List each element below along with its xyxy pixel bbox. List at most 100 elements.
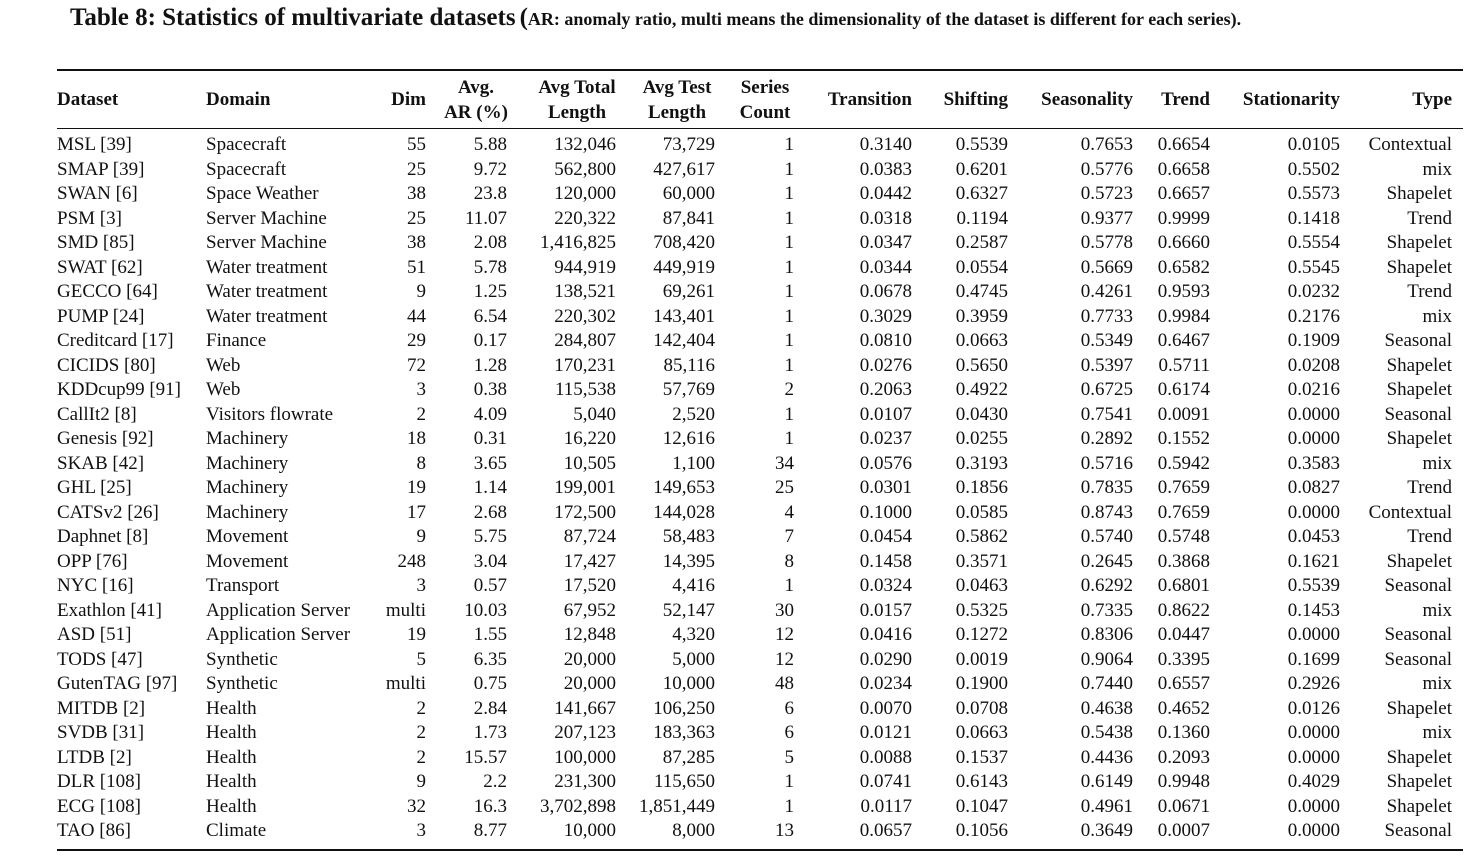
cell-transition: 0.2063: [859, 379, 912, 400]
cell-domain: Health: [206, 746, 257, 768]
cell-avg-total-length: 10,505: [563, 452, 616, 474]
cell-shifting: 0.3959: [955, 305, 1008, 327]
cell-avg-ar: 1.25: [473, 281, 507, 302]
cell-series-count: 5: [784, 746, 795, 768]
cell-avg-ar: 9.72: [473, 158, 507, 180]
cell-dim: 9: [416, 771, 427, 792]
cell-stationarity: 0.3583: [1287, 452, 1340, 474]
cell-avg-test-length: 115,650: [653, 771, 715, 792]
table-row: Genesis [92] Machinery 18 0.31 16,220 12,616 1…: [0, 427, 1478, 452]
cell-shifting: 0.5539: [955, 134, 1008, 155]
table-row: TODS [47] Synthetic 5 6.35 20,000 5,000 12 0.02…: [0, 648, 1478, 673]
cell-type: Seasonal: [1384, 403, 1452, 425]
cell-seasonality: 0.6725: [1080, 379, 1133, 400]
table-row: DLR [108] Health 9 2.2 231,300 115,650 1 0.0741…: [0, 770, 1478, 795]
cell-shifting: 0.0255: [955, 428, 1008, 449]
column-header-line: Transition: [827, 89, 912, 110]
cell-domain: Machinery: [206, 477, 289, 498]
cell-avg-ar: 2.2: [483, 771, 507, 792]
column-header-trend: Trend: [1161, 73, 1210, 126]
cell-domain: Visitors flowrate: [206, 403, 334, 425]
cell-dim: 19: [407, 477, 426, 498]
cell-trend: 0.4652: [1157, 697, 1210, 719]
cell-dim: 29: [407, 330, 426, 351]
cell-dataset: PUMP [24]: [57, 305, 145, 327]
cell-seasonality: 0.3649: [1080, 820, 1133, 841]
cell-avg-ar: 11.07: [464, 207, 507, 229]
cell-type: Shapelet: [1386, 256, 1452, 278]
cell-transition: 0.1458: [859, 550, 912, 572]
cell-dataset: NYC [16]: [57, 575, 134, 596]
table-caption: Table 8: Statistics of multivariate data…: [70, 3, 1241, 36]
cell-seasonality: 0.4638: [1080, 697, 1133, 719]
cell-dataset: PSM [3]: [57, 207, 122, 229]
cell-avg-ar: 5.88: [473, 134, 507, 155]
cell-type: Seasonal: [1384, 330, 1452, 351]
cell-shifting: 0.5325: [955, 599, 1008, 621]
cell-series-count: 25: [775, 477, 794, 498]
cell-shifting: 0.5862: [955, 526, 1008, 547]
cell-avg-total-length: 120,000: [554, 183, 616, 204]
cell-dim: 44: [407, 305, 426, 327]
column-header-shifting: Shifting: [944, 73, 1008, 126]
cell-seasonality: 0.8743: [1080, 501, 1133, 523]
cell-avg-test-length: 4,416: [672, 575, 715, 596]
column-header-line: Length: [647, 101, 707, 123]
cell-seasonality: 0.2892: [1080, 428, 1133, 449]
cell-avg-total-length: 67,952: [563, 599, 616, 621]
cell-avg-ar: 4.09: [473, 403, 507, 425]
cell-domain: Machinery: [206, 501, 289, 523]
cell-trend: 0.6467: [1157, 330, 1210, 351]
cell-seasonality: 0.9064: [1080, 648, 1133, 670]
cell-dim: 25: [407, 207, 426, 229]
table-row: PUMP [24] Water treatment 44 6.54 220,302 143…: [0, 305, 1478, 330]
cell-avg-ar: 0.17: [473, 330, 507, 351]
cell-transition: 0.0088: [859, 746, 912, 768]
cell-type: Trend: [1407, 477, 1452, 498]
table-body: MSL [39] Spacecraft 55 5.88 132,046 73,729 1 0.…: [0, 133, 1478, 844]
cell-dim: 5: [416, 648, 427, 670]
table-header-rule: [57, 128, 1463, 129]
column-header-avg-total-length: Avg Total Length: [517, 73, 637, 126]
cell-avg-total-length: 20,000: [563, 673, 616, 694]
table-row: SKAB [42] Machinery 8 3.65 10,505 1,100 34 0.05…: [0, 452, 1478, 477]
cell-seasonality: 0.5397: [1080, 354, 1133, 376]
cell-domain: Web: [206, 354, 241, 376]
cell-shifting: 0.0019: [955, 648, 1008, 670]
cell-domain: Finance: [206, 330, 267, 351]
cell-series-count: 6: [784, 697, 795, 719]
table-row: SWAN [6] Space Weather 38 23.8 120,000 60,000…: [0, 182, 1478, 207]
cell-seasonality: 0.7733: [1080, 305, 1133, 327]
cell-avg-total-length: 1,416,825: [540, 232, 616, 253]
cell-dataset: MSL [39]: [57, 134, 132, 155]
cell-series-count: 1: [784, 330, 795, 351]
cell-transition: 0.0741: [859, 771, 912, 792]
table-row: Daphnet [8] Movement 9 5.75 87,724 58,483 7 0.0…: [0, 525, 1478, 550]
cell-type: Shapelet: [1386, 771, 1452, 792]
cell-transition: 0.0117: [860, 795, 912, 817]
cell-domain: Water treatment: [206, 281, 328, 302]
cell-stationarity: 0.5545: [1287, 256, 1340, 278]
cell-stationarity: 0.0126: [1287, 697, 1340, 719]
cell-avg-ar: 0.38: [473, 379, 507, 400]
cell-seasonality: 0.5740: [1080, 526, 1133, 547]
cell-type: mix: [1422, 722, 1452, 743]
cell-series-count: 1: [784, 207, 795, 229]
cell-avg-total-length: 20,000: [563, 648, 616, 670]
cell-series-count: 1: [784, 158, 795, 180]
cell-trend: 0.3868: [1157, 550, 1210, 572]
cell-seasonality: 0.5776: [1080, 158, 1133, 180]
cell-avg-test-length: 69,261: [662, 281, 715, 302]
cell-avg-test-length: 149,653: [653, 477, 715, 498]
cell-trend: 0.7659: [1157, 501, 1210, 523]
table-top-rule: [57, 69, 1463, 71]
cell-type: Contextual: [1368, 501, 1452, 523]
cell-series-count: 12: [775, 648, 794, 670]
cell-transition: 0.0157: [859, 599, 912, 621]
cell-domain: Server Machine: [206, 232, 327, 253]
column-header-line: Shifting: [943, 89, 1008, 110]
cell-transition: 0.3029: [859, 305, 912, 327]
table-row: GECCO [64] Water treatment 9 1.25 138,521 69,…: [0, 280, 1478, 305]
cell-avg-total-length: 3,702,898: [540, 795, 616, 817]
table-row: Creditcard [17] Finance 29 0.17 284,807 142,4…: [0, 329, 1478, 354]
